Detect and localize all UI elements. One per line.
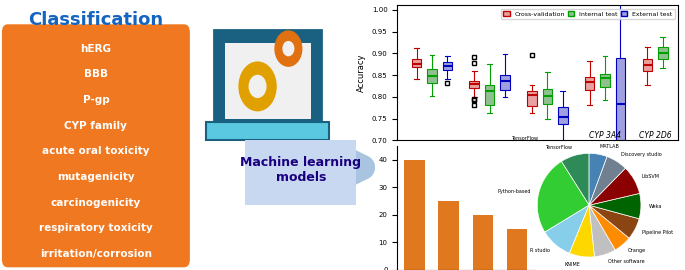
PathPatch shape [643,59,652,71]
Wedge shape [569,205,595,257]
Text: irritation/corrosion: irritation/corrosion [40,249,152,259]
Text: Other software: Other software [608,259,645,264]
Wedge shape [589,205,615,257]
PathPatch shape [469,81,479,88]
Bar [507,229,527,270]
FancyBboxPatch shape [214,30,321,132]
FancyArrowPatch shape [281,156,362,178]
PathPatch shape [485,85,495,105]
Bar [404,160,425,270]
Text: P-gp: P-gp [82,95,110,105]
PathPatch shape [412,59,421,67]
Text: Classification: Classification [28,11,164,29]
Text: hERG: hERG [80,43,112,54]
Text: Orange: Orange [627,248,646,253]
PathPatch shape [658,47,668,59]
Text: Pipeline Pilot: Pipeline Pilot [642,230,673,235]
Wedge shape [545,205,589,253]
Text: Weka: Weka [649,204,662,209]
Wedge shape [537,161,589,232]
PathPatch shape [600,74,610,87]
Y-axis label: Accuracy: Accuracy [358,54,366,92]
Wedge shape [589,205,639,238]
Text: CYP family: CYP family [64,120,127,131]
FancyBboxPatch shape [206,122,329,140]
PathPatch shape [427,69,437,83]
PathPatch shape [616,58,625,161]
Text: BBB: BBB [84,69,108,79]
Wedge shape [561,153,589,205]
Text: TensorFlow: TensorFlow [545,146,573,150]
Wedge shape [589,205,629,250]
Circle shape [249,75,266,97]
FancyBboxPatch shape [245,140,356,205]
Text: TensorFlow: TensorFlow [511,136,538,141]
Text: R studio: R studio [530,248,551,253]
Wedge shape [589,153,607,205]
Text: Machine learning
models: Machine learning models [240,156,361,184]
Text: CYP 3A4: CYP 3A4 [589,131,621,140]
PathPatch shape [558,107,568,124]
PathPatch shape [585,77,595,90]
Circle shape [239,62,276,111]
Text: KNIME: KNIME [565,262,581,267]
Text: respiratory toxicity: respiratory toxicity [39,223,153,233]
Circle shape [275,31,302,66]
FancyBboxPatch shape [2,24,190,267]
Text: Python-based: Python-based [497,189,531,194]
Text: LibSVM: LibSVM [641,174,659,178]
Wedge shape [589,157,625,205]
PathPatch shape [443,62,452,70]
Text: CYP 2D6: CYP 2D6 [638,131,671,140]
PathPatch shape [500,75,510,90]
Text: mutagenicity: mutagenicity [57,172,135,182]
Legend: Cross-validation, Internal test, External test: Cross-validation, Internal test, Externa… [501,9,675,19]
Wedge shape [589,168,640,205]
Text: Discovery studio: Discovery studio [621,152,662,157]
Bar [473,215,493,270]
Text: acute oral toxicity: acute oral toxicity [42,146,149,156]
Bar [438,201,459,270]
PathPatch shape [527,91,537,106]
PathPatch shape [543,89,552,104]
Text: carcinogenicity: carcinogenicity [51,197,141,208]
FancyBboxPatch shape [225,43,311,119]
Circle shape [283,42,294,56]
Wedge shape [589,193,641,219]
Text: MATLAB: MATLAB [599,144,619,149]
